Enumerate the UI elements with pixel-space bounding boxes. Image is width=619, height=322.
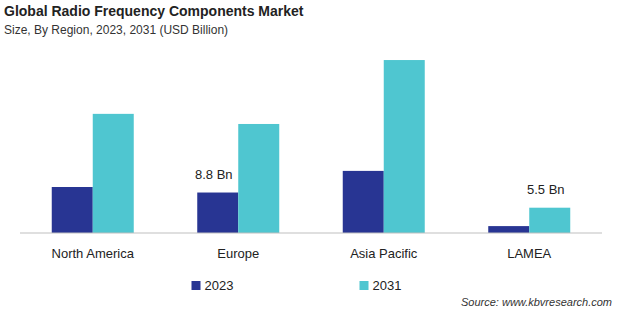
data-label: 8.8 Bn bbox=[195, 167, 233, 182]
baseline bbox=[20, 233, 602, 234]
chart: Global Radio Frequency Components Market… bbox=[0, 0, 619, 322]
bar bbox=[343, 171, 384, 233]
bar bbox=[93, 114, 134, 233]
bar bbox=[488, 226, 529, 233]
bar bbox=[52, 187, 93, 233]
legend-label: 2031 bbox=[373, 278, 402, 293]
legend-label: 2023 bbox=[205, 278, 234, 293]
x-tick-label: Europe bbox=[217, 246, 259, 261]
data-label: 5.5 Bn bbox=[527, 182, 565, 197]
labels: North America 8.8 Bn Europe Asia Pacific 5.5… bbox=[52, 167, 565, 261]
subtitle: Size, By Region, 2023, 2031 (USD Billion… bbox=[4, 23, 228, 37]
source: Source: www.kbvresearch.com bbox=[461, 296, 612, 308]
bar bbox=[384, 60, 425, 233]
bar bbox=[197, 193, 238, 233]
title: Global Radio Frequency Components Market bbox=[4, 3, 304, 19]
bars bbox=[52, 60, 571, 233]
legend-swatch bbox=[360, 281, 369, 290]
x-tick-label: North America bbox=[52, 246, 135, 261]
legend-swatch bbox=[192, 281, 201, 290]
legend: 2023 2031 bbox=[192, 278, 402, 293]
x-tick-label: LAMEA bbox=[507, 246, 551, 261]
bar bbox=[238, 124, 279, 233]
x-tick-label: Asia Pacific bbox=[350, 246, 418, 261]
bar bbox=[529, 208, 570, 233]
